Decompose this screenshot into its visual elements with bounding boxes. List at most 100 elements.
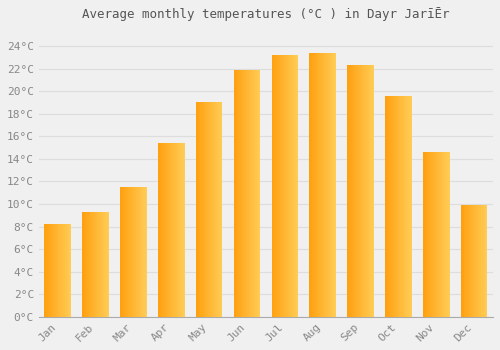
Bar: [123, 187, 124, 317]
Bar: [388, 96, 390, 317]
Bar: [60, 224, 62, 317]
Bar: [360, 65, 362, 317]
Bar: [167, 143, 168, 317]
Bar: [166, 143, 167, 317]
Bar: [202, 103, 203, 317]
Bar: [286, 55, 288, 317]
Bar: [328, 53, 329, 317]
Bar: [332, 53, 334, 317]
Bar: [209, 103, 210, 317]
Bar: [143, 187, 144, 317]
Bar: [425, 152, 426, 317]
Bar: [47, 224, 48, 317]
Bar: [130, 187, 131, 317]
Bar: [392, 96, 393, 317]
Bar: [56, 224, 57, 317]
Bar: [442, 152, 444, 317]
Bar: [122, 187, 123, 317]
Bar: [244, 70, 245, 317]
Bar: [96, 212, 98, 317]
Bar: [335, 53, 336, 317]
Bar: [359, 65, 360, 317]
Bar: [477, 205, 478, 317]
Bar: [436, 152, 437, 317]
Bar: [201, 103, 202, 317]
Bar: [203, 103, 204, 317]
Bar: [437, 152, 438, 317]
Bar: [50, 224, 51, 317]
Bar: [372, 65, 373, 317]
Bar: [100, 212, 101, 317]
Bar: [408, 96, 409, 317]
Bar: [313, 53, 314, 317]
Bar: [108, 212, 109, 317]
Bar: [66, 224, 68, 317]
Bar: [404, 96, 406, 317]
Bar: [216, 103, 217, 317]
Bar: [448, 152, 450, 317]
Bar: [165, 143, 166, 317]
Bar: [365, 65, 366, 317]
Bar: [476, 205, 477, 317]
Bar: [466, 205, 467, 317]
Bar: [280, 55, 281, 317]
Bar: [198, 103, 200, 317]
Bar: [254, 70, 255, 317]
Bar: [135, 187, 136, 317]
Title: Average monthly temperatures (°C ) in Dayr JarīĒr: Average monthly temperatures (°C ) in Da…: [82, 7, 450, 21]
Bar: [283, 55, 284, 317]
Bar: [394, 96, 395, 317]
Bar: [82, 212, 83, 317]
Bar: [446, 152, 447, 317]
Bar: [366, 65, 368, 317]
Bar: [236, 70, 238, 317]
Bar: [318, 53, 319, 317]
Bar: [272, 55, 274, 317]
Bar: [91, 212, 92, 317]
Bar: [321, 53, 322, 317]
Bar: [180, 143, 181, 317]
Bar: [212, 103, 214, 317]
Bar: [63, 224, 64, 317]
Bar: [438, 152, 439, 317]
Bar: [278, 55, 280, 317]
Bar: [170, 143, 172, 317]
Bar: [253, 70, 254, 317]
Bar: [46, 224, 47, 317]
Bar: [348, 65, 349, 317]
Bar: [324, 53, 326, 317]
Bar: [136, 187, 137, 317]
Bar: [284, 55, 285, 317]
Bar: [467, 205, 468, 317]
Bar: [483, 205, 484, 317]
Bar: [210, 103, 211, 317]
Bar: [134, 187, 135, 317]
Bar: [137, 187, 138, 317]
Bar: [54, 224, 55, 317]
Bar: [214, 103, 216, 317]
Bar: [102, 212, 104, 317]
Bar: [296, 55, 297, 317]
Bar: [249, 70, 250, 317]
Bar: [475, 205, 476, 317]
Bar: [310, 53, 311, 317]
Bar: [390, 96, 392, 317]
Bar: [104, 212, 106, 317]
Bar: [206, 103, 208, 317]
Bar: [219, 103, 220, 317]
Bar: [314, 53, 315, 317]
Bar: [480, 205, 481, 317]
Bar: [277, 55, 278, 317]
Bar: [90, 212, 91, 317]
Bar: [94, 212, 96, 317]
Bar: [218, 103, 219, 317]
Bar: [86, 212, 87, 317]
Bar: [439, 152, 440, 317]
Bar: [429, 152, 430, 317]
Bar: [329, 53, 330, 317]
Bar: [211, 103, 212, 317]
Bar: [164, 143, 165, 317]
Bar: [362, 65, 363, 317]
Bar: [474, 205, 475, 317]
Bar: [297, 55, 298, 317]
